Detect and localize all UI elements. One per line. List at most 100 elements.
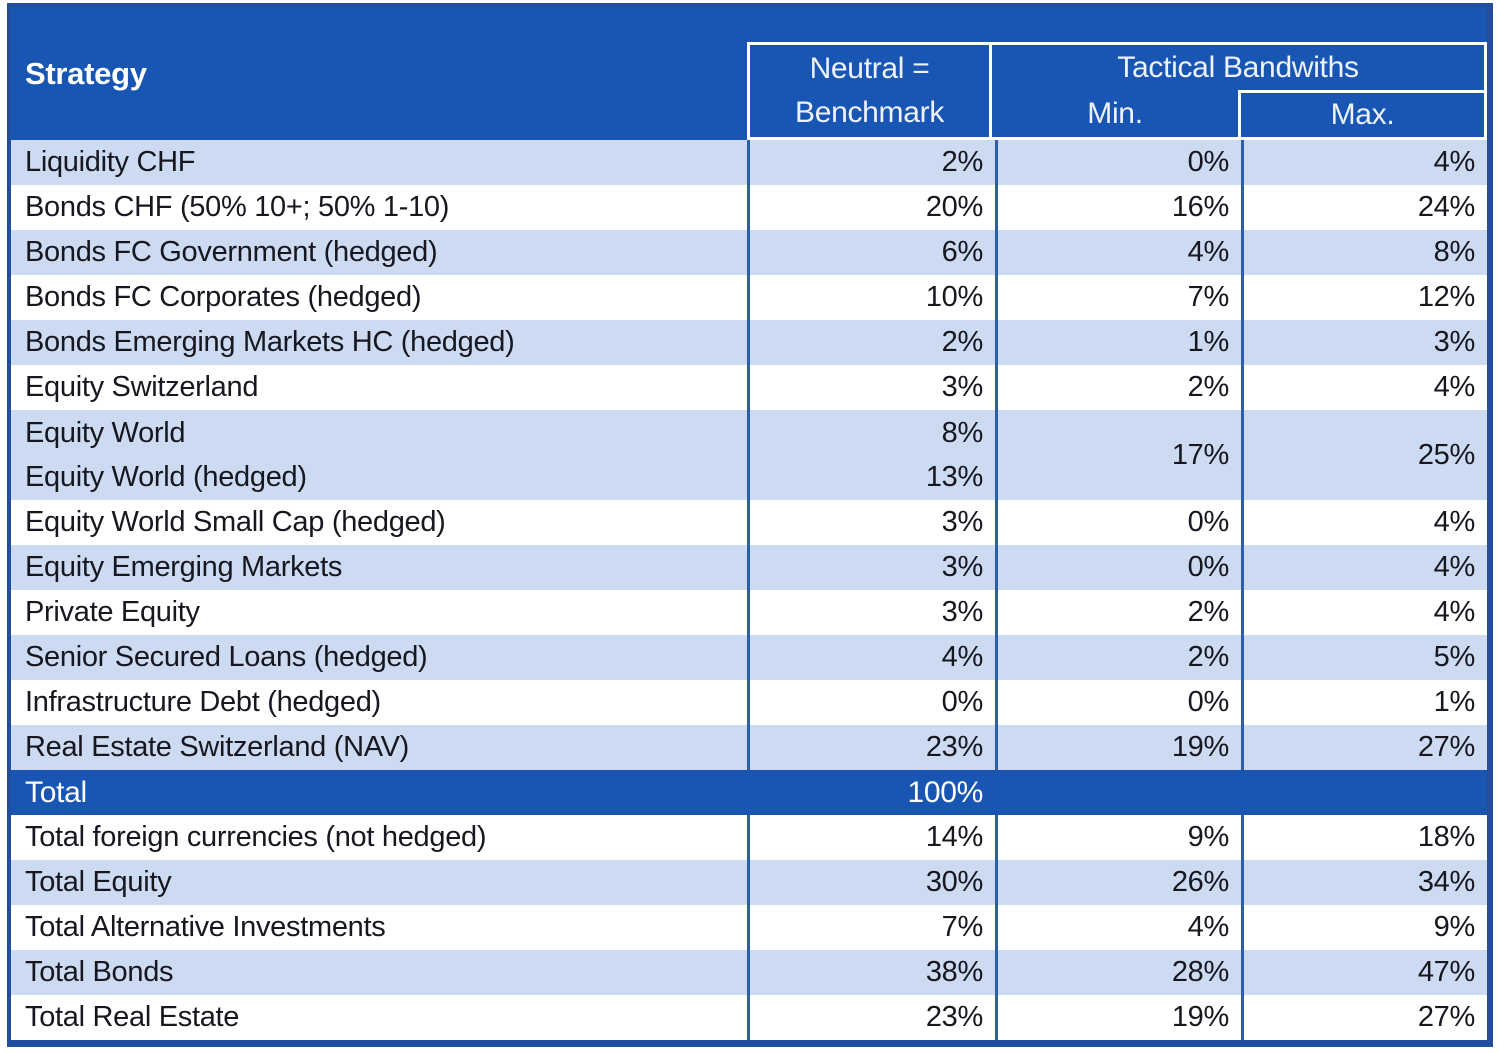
- table-row: Infrastructure Debt (hedged) 0% 0% 1%: [11, 680, 1487, 725]
- min-cell: 19%: [995, 995, 1241, 1040]
- benchmark-cell: 6%: [747, 230, 995, 275]
- min-cell: 2%: [995, 635, 1241, 680]
- table-header: Strategy Neutral = Benchmark Tactical Ba…: [11, 7, 1487, 140]
- min-column-header: Min.: [1087, 96, 1143, 130]
- benchmark-header-line2: Benchmark: [794, 96, 945, 129]
- strategy-cell: Total Equity: [25, 866, 172, 898]
- max-cell: 27%: [1241, 995, 1487, 1040]
- max-cell: 4%: [1241, 500, 1487, 545]
- strategy-cell: Private Equity: [25, 596, 200, 628]
- max-cell: 5%: [1241, 635, 1487, 680]
- strategy-cell: Equity World Equity World (hedged): [11, 410, 747, 500]
- benchmark-cell: 3%: [747, 545, 995, 590]
- min-cell: 0%: [995, 680, 1241, 725]
- strategy-cell: Bonds FC Corporates (hedged): [25, 281, 422, 313]
- strategy-line: Equity World: [25, 417, 186, 449]
- total-label: Total: [25, 776, 87, 809]
- table-row: Bonds FC Government (hedged) 6% 4% 8%: [11, 230, 1487, 275]
- benchmark-cell: 2%: [747, 320, 995, 365]
- min-cell: 1%: [995, 320, 1241, 365]
- strategy-cell: Senior Secured Loans (hedged): [25, 641, 428, 673]
- benchmark-cell: 3%: [747, 365, 995, 410]
- min-cell: 0%: [995, 140, 1241, 185]
- table-row: Total Alternative Investments 7% 4% 9%: [11, 905, 1487, 950]
- max-cell: 4%: [1241, 590, 1487, 635]
- strategy-cell: Total Alternative Investments: [25, 911, 386, 943]
- header-right-block: Neutral = Benchmark Tactical Bandwiths M…: [747, 42, 1487, 140]
- benchmark-cell: 3%: [747, 590, 995, 635]
- benchmark-cell: 30%: [747, 860, 995, 905]
- benchmark-cell: 3%: [747, 500, 995, 545]
- max-cell: 47%: [1241, 950, 1487, 995]
- max-cell: 1%: [1241, 680, 1487, 725]
- min-cell: 9%: [995, 815, 1241, 860]
- table-row: Total foreign currencies (not hedged) 14%…: [11, 815, 1487, 860]
- strategy-line: Equity World (hedged): [25, 461, 307, 493]
- total-row: Total 100%: [11, 770, 1487, 815]
- table-row: Liquidity CHF 2% 0% 4%: [11, 140, 1487, 185]
- strategy-cell: Total Real Estate: [25, 1001, 240, 1033]
- max-cell: 8%: [1241, 230, 1487, 275]
- table-row: Total Real Estate 23% 19% 27%: [11, 995, 1487, 1040]
- total-benchmark-value: 100%: [907, 776, 983, 809]
- benchmark-cell: 20%: [747, 185, 995, 230]
- strategy-column-header: Strategy: [25, 56, 147, 91]
- strategy-cell: Equity World Small Cap (hedged): [25, 506, 446, 538]
- max-cell: 12%: [1241, 275, 1487, 320]
- table-row: Equity World Small Cap (hedged) 3% 0% 4%: [11, 500, 1487, 545]
- benchmark-cell: 38%: [747, 950, 995, 995]
- table-row: Real Estate Switzerland (NAV) 23% 19% 27%: [11, 725, 1487, 770]
- max-cell: 4%: [1241, 365, 1487, 410]
- max-cell: 9%: [1241, 905, 1487, 950]
- benchmark-cell: 14%: [747, 815, 995, 860]
- table-row: Equity Switzerland 3% 2% 4%: [11, 365, 1487, 410]
- max-cell: 4%: [1241, 140, 1487, 185]
- min-cell: 28%: [995, 950, 1241, 995]
- benchmark-cell: 23%: [747, 725, 995, 770]
- strategy-cell: Real Estate Switzerland (NAV): [25, 731, 410, 763]
- benchmark-cell: 0%: [747, 680, 995, 725]
- total-empty-cell: [995, 770, 1487, 815]
- max-cell: 3%: [1241, 320, 1487, 365]
- min-cell: 4%: [995, 230, 1241, 275]
- allocation-table: Strategy Neutral = Benchmark Tactical Ba…: [7, 3, 1493, 1047]
- strategy-cell: Liquidity CHF: [25, 146, 196, 178]
- max-cell: 25%: [1241, 410, 1487, 500]
- min-cell: 4%: [995, 905, 1241, 950]
- min-cell: 19%: [995, 725, 1241, 770]
- strategy-rows-section: Liquidity CHF 2% 0% 4% Bonds CHF (50% 10+; 5…: [11, 140, 1487, 770]
- min-cell: 26%: [995, 860, 1241, 905]
- max-cell: 27%: [1241, 725, 1487, 770]
- strategy-cell: Equity Emerging Markets: [25, 551, 343, 583]
- benchmark-cell: 23%: [747, 995, 995, 1040]
- max-cell: 34%: [1241, 860, 1487, 905]
- tactical-bandwidths-group-header: Tactical Bandwiths: [1117, 50, 1359, 84]
- max-cell: 24%: [1241, 185, 1487, 230]
- min-cell: 2%: [995, 365, 1241, 410]
- benchmark-cell: 7%: [747, 905, 995, 950]
- max-cell: 4%: [1241, 545, 1487, 590]
- table-row: Bonds FC Corporates (hedged) 10% 7% 12%: [11, 275, 1487, 320]
- table-row: Private Equity 3% 2% 4%: [11, 590, 1487, 635]
- strategy-cell: Total foreign currencies (not hedged): [25, 821, 487, 853]
- benchmark-cell: 2%: [747, 140, 995, 185]
- strategy-cell: Bonds CHF (50% 10+; 50% 1-10): [25, 191, 450, 223]
- benchmark-cell: 10%: [747, 275, 995, 320]
- strategy-cell: Bonds Emerging Markets HC (hedged): [25, 326, 515, 358]
- benchmark-cell: 8% 13%: [747, 410, 995, 500]
- table-row: Bonds Emerging Markets HC (hedged) 2% 1% 3%: [11, 320, 1487, 365]
- table-row: Total Bonds 38% 28% 47%: [11, 950, 1487, 995]
- table-row: Bonds CHF (50% 10+; 50% 1-10) 20% 16% 24%: [11, 185, 1487, 230]
- min-cell: 0%: [995, 545, 1241, 590]
- min-cell: 2%: [995, 590, 1241, 635]
- max-column-header: Max.: [1238, 90, 1484, 137]
- max-cell: 18%: [1241, 815, 1487, 860]
- benchmark-column-header: Neutral = Benchmark: [750, 45, 992, 137]
- benchmark-cell: 4%: [747, 635, 995, 680]
- benchmark-line: 13%: [925, 461, 983, 493]
- table-row: Equity Emerging Markets 3% 0% 4%: [11, 545, 1487, 590]
- strategy-cell: Equity Switzerland: [25, 371, 259, 403]
- min-cell: 0%: [995, 500, 1241, 545]
- min-cell: 7%: [995, 275, 1241, 320]
- table-row: Senior Secured Loans (hedged) 4% 2% 5%: [11, 635, 1487, 680]
